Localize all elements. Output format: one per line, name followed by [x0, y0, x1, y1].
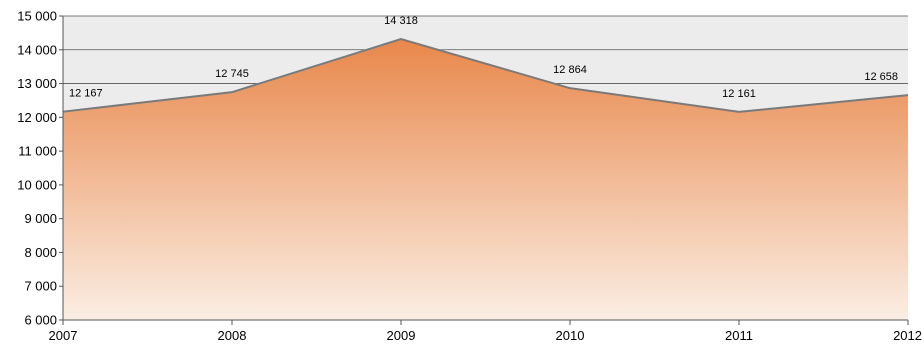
data-label: 12 658: [864, 71, 898, 83]
y-tick-label: 15 000: [17, 9, 57, 24]
area-series-line: [62, 37, 909, 113]
x-tick-label: 2012: [893, 328, 922, 343]
y-tick-label: 6 000: [24, 313, 57, 328]
y-tick-label: 9 000: [24, 211, 57, 226]
y-tick-label: 13 000: [17, 76, 57, 91]
y-tick-label: 7 000: [24, 279, 57, 294]
x-tick-label: 2010: [556, 328, 585, 343]
x-axis-tick-labels: 2007 2008 2009 2010 2011 2012: [49, 320, 922, 343]
data-labels: 12 167 12 745 14 318 12 864 12 161 12 658: [69, 15, 898, 100]
data-label: 12 161: [722, 88, 756, 100]
y-tick-label: 8 000: [24, 245, 57, 260]
y-tick-label: 11 000: [18, 144, 57, 159]
data-label: 12 167: [69, 88, 103, 100]
data-label: 14 318: [384, 15, 418, 27]
x-tick-label: 2011: [725, 328, 753, 343]
y-axis-tick-labels: 6 000 7 000 8 000 9 000 10 000 11 000 12 000 13…: [17, 9, 63, 328]
area-series-fill: [63, 39, 908, 321]
data-label: 12 864: [553, 64, 587, 76]
axes: [62, 16, 908, 321]
x-tick-label: 2007: [49, 328, 78, 343]
data-label: 12 745: [215, 68, 249, 80]
x-tick-label: 2008: [218, 328, 247, 343]
y-tick-label: 10 000: [17, 177, 57, 192]
y-tick-label: 12 000: [17, 110, 57, 125]
y-tick-label: 14 000: [17, 42, 57, 57]
x-tick-label: 2009: [387, 328, 416, 343]
